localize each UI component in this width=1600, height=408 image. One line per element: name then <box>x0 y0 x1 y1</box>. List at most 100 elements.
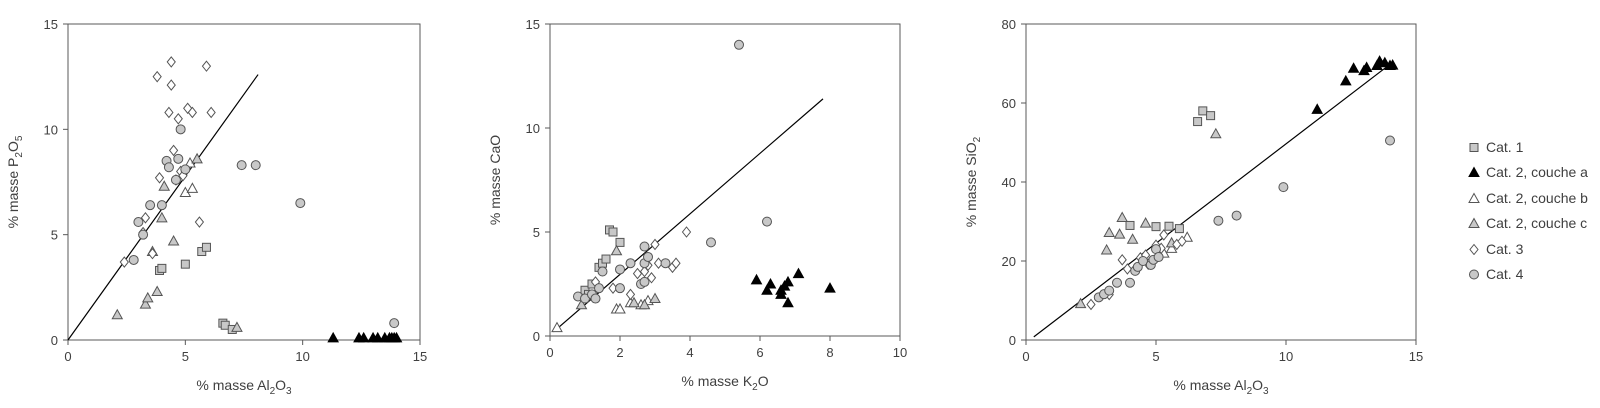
data-point-cat2b <box>614 302 626 314</box>
series-cat2c <box>575 244 661 310</box>
legend-marker-cat3 <box>1469 243 1479 255</box>
legend-label: Cat. 4 <box>1486 266 1524 283</box>
legend-label: Cat. 2, couche a <box>1486 164 1588 181</box>
x-tick-label: 8 <box>826 345 833 360</box>
data-point-cat4 <box>175 124 186 135</box>
data-point-cat4 <box>615 283 625 294</box>
x-axis-title: % masse Al2O3 <box>1173 377 1269 397</box>
data-point-cat3 <box>140 212 151 224</box>
data-point-cat2c <box>158 180 171 191</box>
data-point-cat4 <box>250 160 261 171</box>
data-point-cat2c <box>111 308 124 320</box>
data-point-cat1 <box>1206 111 1216 121</box>
data-point-cat4 <box>643 251 653 262</box>
x-tick-label: 5 <box>182 349 189 364</box>
legend-item-cat2a: Cat. 2, couche a <box>1468 160 1588 186</box>
data-point-cat3 <box>201 60 212 72</box>
data-point-cat2c <box>1116 211 1129 223</box>
y-tick-label: 5 <box>51 228 58 243</box>
chart-cao-vs-k2o: 0 2 4 6 8 10 0 5 10 15 % masse K2O % masse CaO <box>487 17 907 393</box>
data-point-cat3 <box>681 226 692 238</box>
data-point-cat2a <box>1311 103 1324 114</box>
x-tick-label: 10 <box>1279 349 1293 364</box>
data-point-cat3 <box>1159 229 1169 241</box>
data-point-cat1 <box>608 227 618 237</box>
data-point-cat4 <box>138 229 149 240</box>
y-tick-label: 80 <box>1002 17 1016 32</box>
legend-marker-cat2b <box>1468 192 1480 203</box>
data-point-cat3 <box>632 267 643 280</box>
data-point-cat4 <box>133 217 144 228</box>
x-axis-title: % masse Al2O3 <box>196 377 292 397</box>
data-point-cat2c <box>1113 228 1126 239</box>
data-point-cat4 <box>1125 277 1135 288</box>
y-tick-label: 10 <box>526 121 540 136</box>
data-point-cat2c <box>638 298 651 310</box>
data-point-cat3 <box>166 56 176 68</box>
data-point-cat2c <box>628 296 640 308</box>
data-point-cat2a <box>1386 59 1399 70</box>
legend-item-cat2c: Cat. 2, couche c <box>1468 211 1588 237</box>
series-cat4 <box>573 39 772 304</box>
series-cat2b <box>179 157 199 198</box>
data-point-cat2b <box>551 321 563 333</box>
data-point-cat3 <box>152 70 162 83</box>
data-point-cat4 <box>639 241 650 252</box>
data-point-cat1 <box>601 254 611 264</box>
series-cat2b <box>551 294 654 333</box>
data-point-cat4 <box>236 160 247 171</box>
data-point-cat2c <box>231 321 243 332</box>
data-point-cat1 <box>1198 106 1208 116</box>
data-point-cat4 <box>594 283 604 294</box>
series-cat2a <box>750 267 836 308</box>
x-tick-label: 4 <box>686 345 693 360</box>
data-point-cat3 <box>1122 263 1133 275</box>
data-point-cat2a <box>750 273 763 285</box>
data-point-cat2c <box>1074 297 1087 309</box>
plot-frame <box>549 23 901 337</box>
data-point-cat2b <box>186 182 199 193</box>
data-point-cat3 <box>187 106 198 119</box>
trend-line <box>1033 63 1391 338</box>
series-cat1 <box>1125 106 1216 234</box>
chart-sio2-vs-al2o3: 0 5 10 15 0 20 40 60 80 % masse Al2O3 % masse SiO2 <box>963 17 1423 397</box>
data-point-cat1 <box>1151 222 1161 232</box>
data-point-cat4 <box>173 153 184 164</box>
data-point-cat2a <box>1339 74 1352 86</box>
data-point-cat2c <box>156 211 168 223</box>
data-point-cat4 <box>145 200 156 211</box>
legend-marker-cat1 <box>1469 142 1479 152</box>
x-tick-label: 6 <box>756 345 763 360</box>
series-cat4 <box>128 124 400 329</box>
data-point-cat2a <box>792 267 805 279</box>
data-point-cat2c <box>649 292 661 304</box>
data-point-cat4 <box>1231 210 1242 221</box>
data-point-cat4 <box>170 174 181 185</box>
data-point-cat4 <box>156 200 167 211</box>
y-tick-label: 0 <box>51 333 58 348</box>
data-point-cat2a <box>371 331 384 343</box>
y-axis-title: % masse P2O5 <box>5 135 25 228</box>
data-point-cat3 <box>168 144 179 157</box>
data-point-cat1 <box>1174 224 1184 234</box>
data-point-cat3 <box>650 238 660 251</box>
data-point-cat3 <box>1177 235 1187 248</box>
data-point-cat2b <box>1165 242 1178 253</box>
legend-label: Cat. 3 <box>1486 240 1524 257</box>
data-point-cat4 <box>590 293 601 304</box>
data-point-cat4 <box>706 237 716 248</box>
legend-item-cat1: Cat. 1 <box>1468 134 1588 160</box>
data-point-cat4 <box>1213 215 1224 226</box>
data-point-cat1 <box>180 259 190 269</box>
legend-marker-icon <box>1468 192 1480 203</box>
data-point-cat2c <box>1103 226 1116 238</box>
y-tick-label: 0 <box>1009 333 1016 348</box>
data-point-cat3 <box>671 257 681 270</box>
data-point-cat3 <box>147 247 158 260</box>
legend-marker-icon <box>1468 217 1480 229</box>
data-point-cat2a <box>775 288 787 299</box>
data-point-cat3 <box>164 106 174 119</box>
data-point-cat2c <box>141 291 154 303</box>
x-tick-label: 0 <box>64 349 71 364</box>
legend-marker-icon <box>1469 142 1479 152</box>
